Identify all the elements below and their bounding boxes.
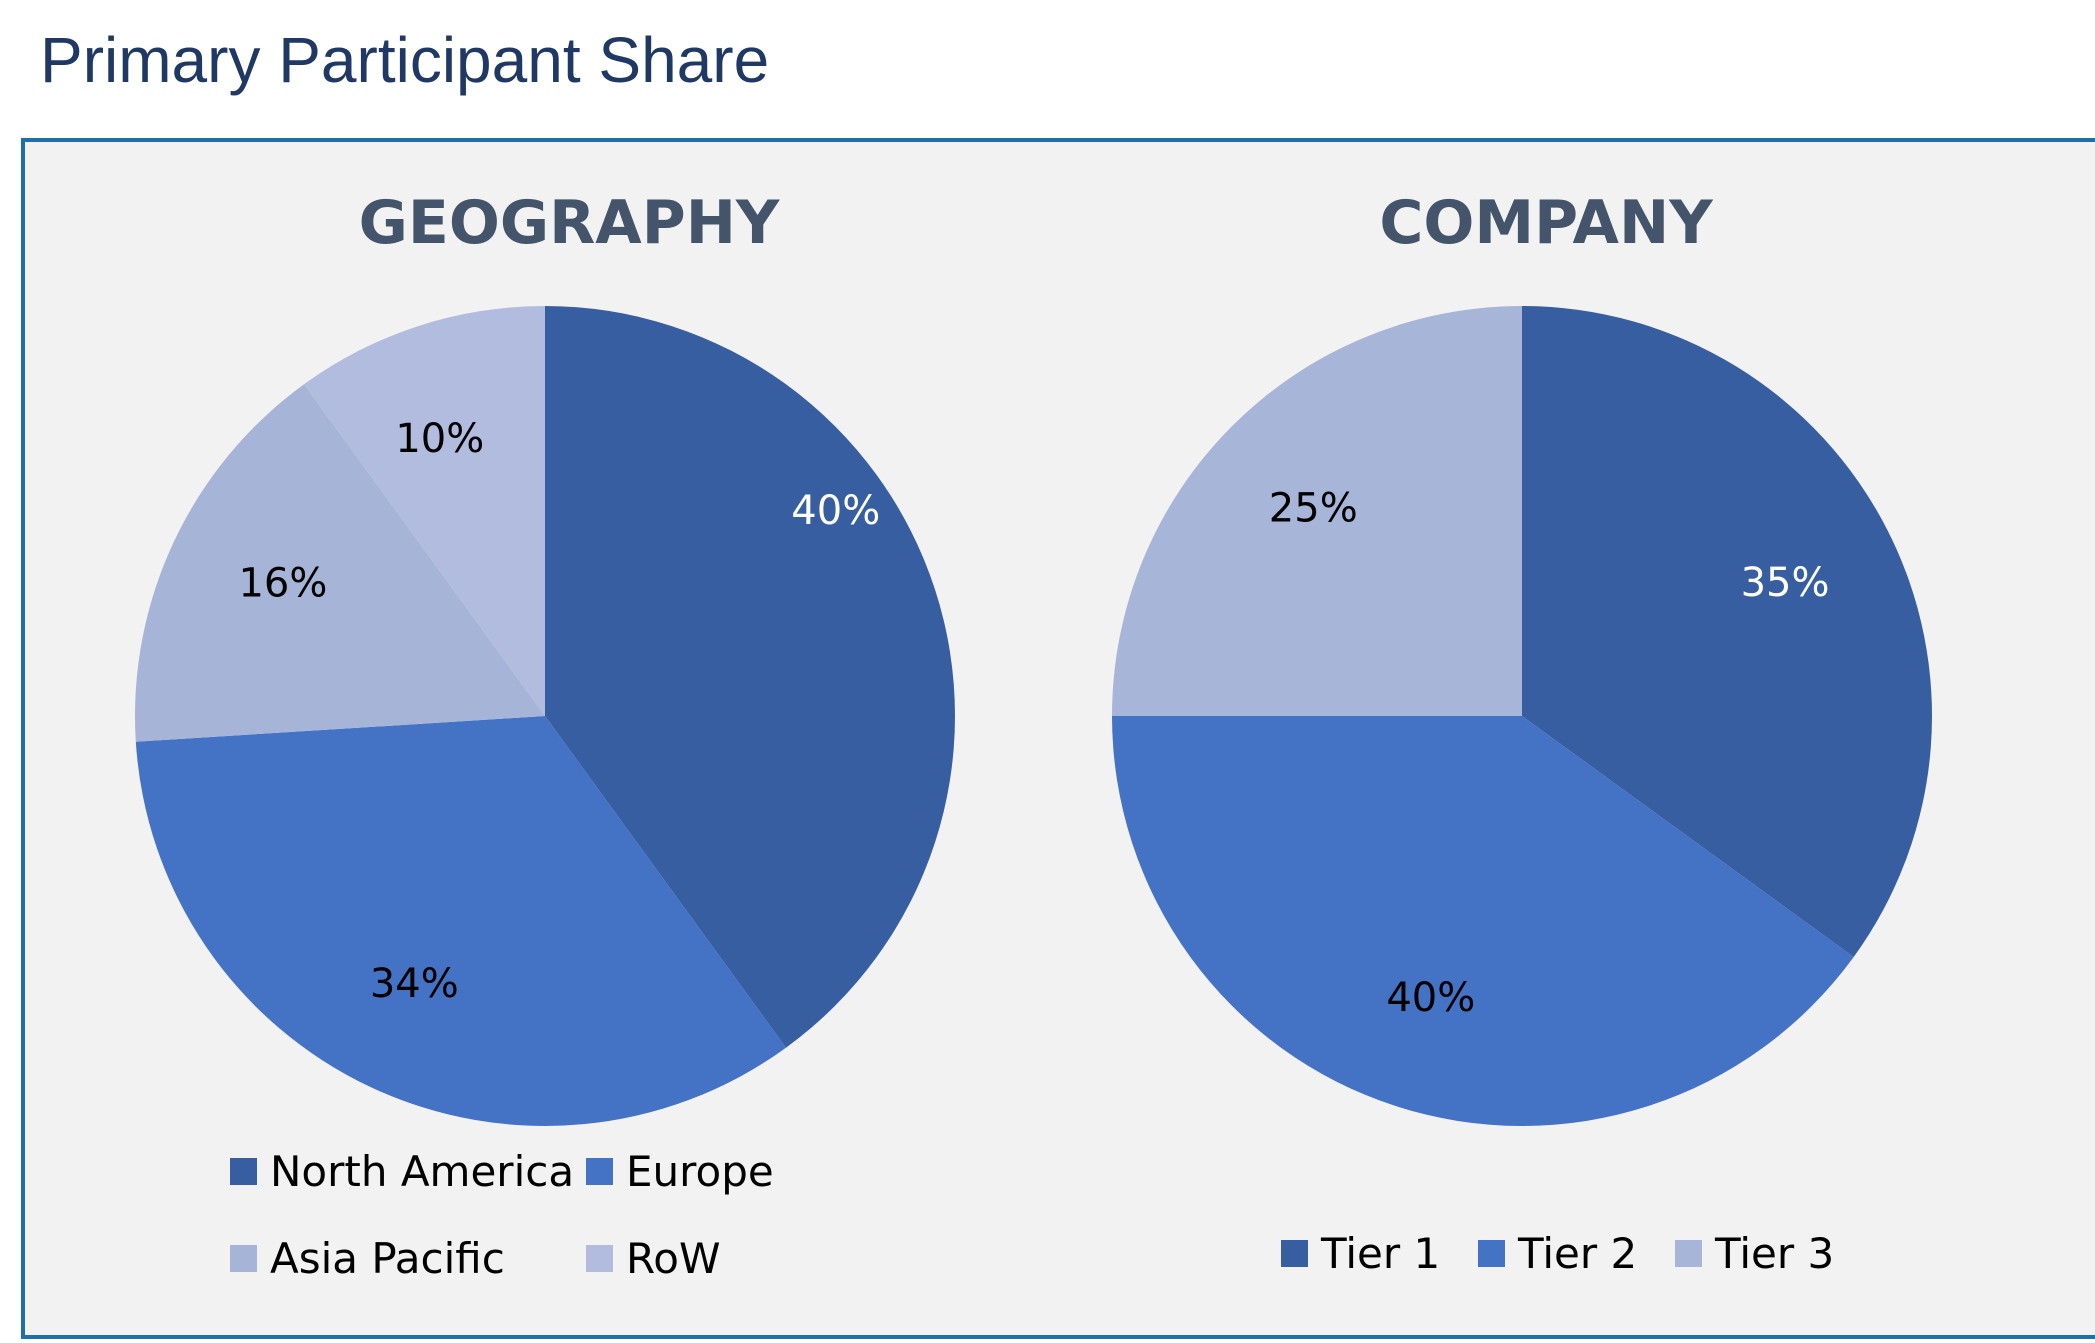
legend-swatch-row [586,1245,613,1272]
slice-label-tier-3: 25% [1269,485,1358,531]
legend-swatch-tier-1 [1281,1240,1308,1267]
company-legend: Tier 1 Tier 2 Tier 3 [1281,1229,1834,1278]
legend-label-north-america: North America [270,1147,574,1196]
legend-label-asia-pacific: Asia Pacific [270,1234,505,1283]
legend-label-europe: Europe [626,1147,774,1196]
pie-slice-tier-1 [1522,306,1932,957]
legend-label-tier-3: Tier 3 [1714,1229,1834,1278]
pie-slice-row [304,306,545,716]
legend-swatch-tier-3 [1675,1240,1702,1267]
legend-swatch-europe [586,1158,613,1185]
geography-pie: 40% 34% 16% 10% [134,306,956,1127]
geography-legend: North America Europe Asia Pacific RoW [230,1147,774,1283]
slice-label-tier-2: 40% [1386,975,1475,1021]
legend-swatch-north-america [230,1158,257,1185]
slice-label-north-america: 40% [791,488,880,534]
legend-item-europe: Europe [586,1147,774,1196]
geography-chart-title: GEOGRAPHY [359,188,781,258]
slice-label-europe: 34% [370,961,459,1007]
legend-item-asia-pacific: Asia Pacific [230,1234,505,1283]
legend-label-tier-2: Tier 2 [1517,1229,1637,1278]
legend-swatch-tier-2 [1478,1240,1505,1267]
pie-slice-tier-2 [1112,716,1854,1126]
legend-item-tier-3: Tier 3 [1675,1229,1834,1278]
legend-item-tier-1: Tier 1 [1281,1229,1440,1278]
pie-slice-europe [135,716,786,1127]
legend-swatch-asia-pacific [230,1245,257,1272]
slice-label-row: 10% [395,416,484,462]
legend-label-tier-1: Tier 1 [1320,1229,1440,1278]
pie-slice-tier-3 [1112,306,1522,716]
company-chart-title: COMPANY [1379,188,1714,258]
legend-item-row: RoW [586,1234,721,1283]
legend-label-row: RoW [626,1234,721,1283]
pie-slice-asia-pacific [134,384,545,742]
company-pie: 35% 40% 25% [1112,306,1932,1126]
legend-item-tier-2: Tier 2 [1478,1229,1637,1278]
slice-label-tier-1: 35% [1741,560,1830,606]
slice-label-asia-pacific: 16% [238,560,327,606]
pie-slice-north-america [545,306,956,1048]
page-title: Primary Participant Share [40,24,770,96]
legend-item-north-america: North America [230,1147,574,1196]
